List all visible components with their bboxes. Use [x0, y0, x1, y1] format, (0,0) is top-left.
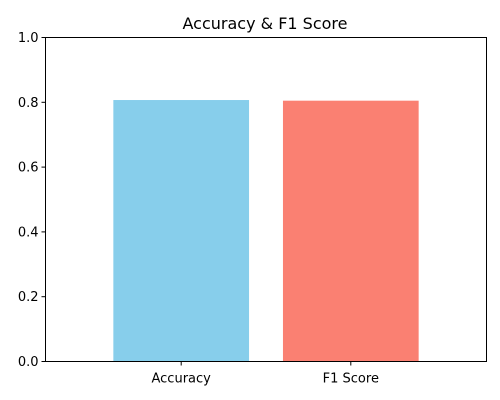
- bar-f1-score: [282, 100, 419, 362]
- y-tick-label: 0.2: [18, 290, 39, 305]
- x-axis: Accuracy F1 Score: [152, 361, 379, 387]
- y-axis: 0.0 0.2 0.4 0.6 0.8 1.0: [18, 31, 46, 370]
- bar-accuracy: [113, 100, 250, 362]
- chart-title: Accuracy & F1 Score: [183, 14, 348, 33]
- y-tick-label: 0.8: [18, 96, 39, 111]
- y-tick-label: 0.0: [18, 355, 39, 370]
- x-tick-label: Accuracy: [152, 372, 212, 387]
- y-tick-label: 1.0: [18, 31, 39, 46]
- bars-layer: [113, 100, 419, 362]
- y-tick-label: 0.4: [18, 225, 39, 240]
- y-tick-label: 0.6: [18, 161, 39, 176]
- plot-frame: [45, 37, 487, 362]
- x-tick-label: F1 Score: [323, 372, 379, 387]
